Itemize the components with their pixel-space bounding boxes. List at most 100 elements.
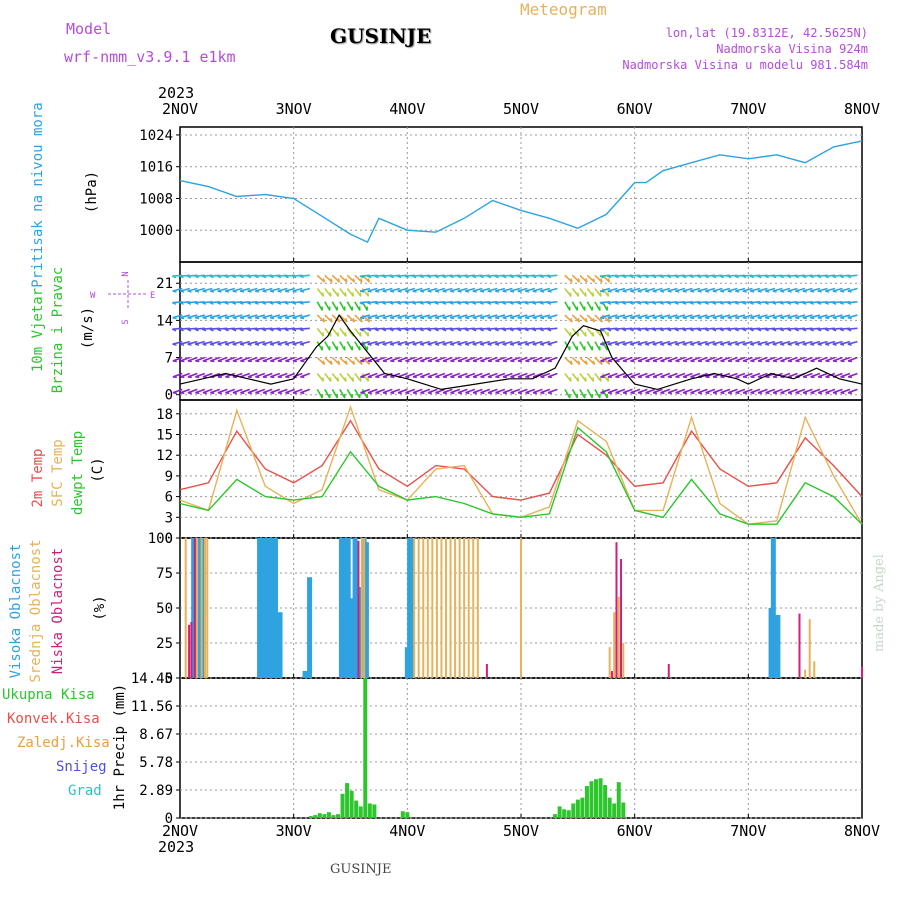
wind-arrow-head (607, 360, 613, 363)
wind-arrow-head (487, 343, 492, 346)
wind-arrow (180, 356, 191, 362)
x-tick-top-4NOV: 4NOV (389, 100, 425, 118)
wind-arrow-head (630, 360, 635, 363)
cloud-bar-1 (435, 538, 438, 678)
wind-arrow-head (570, 278, 573, 283)
wind-arrow-head (187, 376, 192, 379)
precip-bar (367, 803, 372, 818)
wind-arrow-head (382, 302, 387, 305)
wind-arrow-head (832, 302, 837, 305)
wind-arrow (600, 287, 611, 292)
y-tick-label-3-25: 25 (156, 636, 173, 652)
precip-bar (363, 678, 368, 818)
wind-arrow (615, 372, 626, 378)
wind-arrow-head (585, 360, 588, 365)
precip-legend-3: Snijeg (56, 759, 107, 775)
wind-arrow (269, 314, 281, 319)
wind-arrow-head (667, 392, 673, 395)
wind-arrow-head (187, 316, 192, 320)
wind-arrow-head (532, 302, 537, 305)
wind-arrow-head (622, 343, 627, 346)
wind-arrow-head (472, 316, 477, 320)
wind-arrow-head (502, 376, 508, 379)
wind-arrow-head (465, 376, 470, 379)
wind-arrow-head (450, 290, 455, 293)
wind-arrow (180, 372, 191, 378)
wind-arrow (464, 340, 476, 345)
wind-arrow (292, 340, 303, 345)
cloud-bar-1 (184, 538, 187, 678)
wind-arrow (419, 340, 431, 345)
wind-arrow (292, 372, 303, 378)
wind-arrow-head (427, 275, 432, 279)
wind-arrow-head (405, 316, 410, 320)
wind-arrow (547, 301, 558, 304)
cloud-bar-2 (190, 622, 193, 678)
wind-arrow (690, 372, 701, 378)
wind-arrow (705, 314, 716, 319)
wind-arrow-head (240, 392, 245, 395)
wind-arrow-head (622, 360, 628, 363)
wind-arrow-head (802, 392, 808, 395)
wind-arrow-head (630, 376, 635, 379)
wind-arrow (479, 287, 491, 292)
wind-arrow (787, 314, 798, 319)
wind-arrow-head (652, 360, 658, 363)
wind-arrow (270, 372, 281, 378)
wind-arrow (757, 287, 768, 292)
precip-bar (335, 814, 340, 818)
unit-cloud: (%) (92, 595, 108, 620)
wind-arrow (697, 314, 708, 319)
wind-arrow (354, 301, 361, 311)
wind-arrow-head (809, 328, 814, 332)
temp-line-0 (179, 419, 863, 501)
wind-arrow-head (359, 275, 364, 279)
wind-arrow-head (352, 278, 356, 283)
wind-arrow-head (532, 290, 537, 293)
wind-arrow-head (847, 275, 852, 279)
wind-arrow-head (345, 360, 348, 365)
unit-temp: (C) (90, 457, 106, 482)
wind-arrow-head (735, 316, 740, 320)
wind-arrow-head (360, 360, 365, 363)
cloud-bar-2 (188, 624, 191, 678)
y-tick-label-2-9: 9 (165, 469, 173, 485)
wind-arrow-head (660, 316, 665, 320)
wind-arrow (847, 301, 858, 304)
wind-speed-line (179, 313, 863, 391)
wind-arrow-head (397, 275, 402, 279)
wind-arrow-head (405, 290, 410, 293)
wind-arrow-head (509, 275, 514, 279)
cloud-bar-1 (472, 538, 475, 678)
wind-arrow (810, 356, 821, 362)
wind-arrow-head (787, 316, 792, 320)
wind-arrow (547, 372, 558, 378)
wind-arrow (269, 287, 281, 292)
wind-arrow-head (480, 392, 485, 395)
wind-arrow-head (802, 302, 807, 305)
wind-arrow (239, 340, 250, 345)
wind-arrow (622, 388, 633, 394)
wind-arrow (412, 388, 423, 394)
wind-arrow (224, 340, 235, 345)
y-tick-label-4-0: 0 (165, 811, 173, 827)
wind-arrow (405, 372, 416, 378)
wind-arrow (397, 314, 408, 319)
wind-arrow-head (802, 376, 808, 379)
wind-arrow (427, 388, 438, 394)
wind-arrow-head (832, 328, 837, 332)
wind-arrow-head (510, 343, 515, 346)
wind-arrow (601, 301, 609, 311)
wind-arrow-head (577, 292, 580, 297)
wind-arrow-head (712, 290, 717, 293)
wind-arrow-head (630, 343, 635, 346)
wind-arrow (594, 341, 601, 351)
wind-arrow-head (300, 392, 305, 395)
wind-arrow (615, 314, 626, 319)
wind-arrow-head (780, 343, 785, 346)
wind-arrow-head (194, 290, 200, 293)
wind-arrow-head (690, 343, 695, 346)
wind-arrow-head (450, 392, 455, 395)
wind-arrow (720, 356, 731, 362)
wind-arrow-head (322, 377, 325, 382)
